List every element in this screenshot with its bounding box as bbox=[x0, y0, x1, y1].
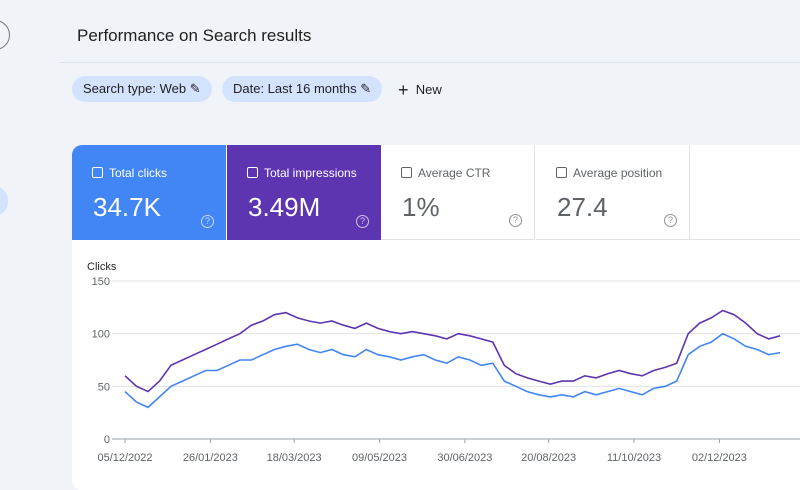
series-line bbox=[124, 332, 781, 409]
x-tick-label: 26/01/2023 bbox=[183, 452, 238, 464]
chart: Clicks 0 50 100 150 05/12/2022 26/01/2023 18/0… bbox=[87, 261, 800, 464]
x-tick-label: 30/06/2023 bbox=[437, 452, 492, 464]
y-tick-label: 50 bbox=[98, 381, 110, 393]
metric-value: 1% bbox=[402, 192, 440, 222]
metric-value: 3.49M bbox=[248, 192, 321, 222]
filter-chip[interactable]: Search type: Web ✎ bbox=[72, 76, 212, 102]
x-tick-label: 05/12/2022 bbox=[97, 452, 152, 464]
metric-card[interactable]: Total clicks 34.7K? bbox=[72, 145, 226, 240]
metric-card[interactable]: Total impressions 3.49M? bbox=[227, 145, 381, 240]
metric-card[interactable]: Average CTR 1%? bbox=[381, 145, 535, 240]
x-tick-label: 11/10/2023 bbox=[607, 452, 661, 464]
metric-card[interactable]: Average position 27.4? bbox=[536, 145, 690, 240]
x-tick-label: 18/03/2023 bbox=[267, 452, 322, 464]
x-tick-label: 02/12/2023 bbox=[692, 452, 747, 464]
x-tick-label: 09/05/2023 bbox=[352, 452, 407, 464]
filter-label: Date: Last 16 months bbox=[233, 81, 357, 96]
divider bbox=[60, 62, 800, 63]
metric-label: Average position bbox=[573, 166, 663, 180]
new-label: New bbox=[415, 82, 442, 97]
metric-label: Total clicks bbox=[109, 166, 168, 180]
y-tick-label: 150 bbox=[92, 276, 110, 288]
series-line bbox=[124, 309, 781, 393]
new-button[interactable]: + New bbox=[398, 80, 442, 100]
filter-chip[interactable]: Date: Last 16 months ✎ bbox=[222, 76, 383, 102]
metric-value: 34.7K bbox=[93, 192, 161, 222]
metric-label: Total impressions bbox=[264, 166, 357, 180]
sidebar-active[interactable] bbox=[0, 186, 8, 216]
card-row-line bbox=[690, 239, 800, 240]
metric-label: Average CTR bbox=[418, 166, 491, 180]
y-tick-label: 100 bbox=[92, 329, 110, 341]
y-axis-title: Clicks bbox=[87, 261, 117, 273]
y-tick-label: 0 bbox=[104, 434, 110, 446]
filter-label: Search type: Web bbox=[83, 81, 187, 96]
metric-value: 27.4 bbox=[557, 192, 608, 222]
page: Performance on Search results Search typ… bbox=[0, 20, 800, 490]
page-title: Performance on Search results bbox=[77, 26, 312, 45]
x-tick-label: 20/08/2023 bbox=[521, 452, 576, 464]
